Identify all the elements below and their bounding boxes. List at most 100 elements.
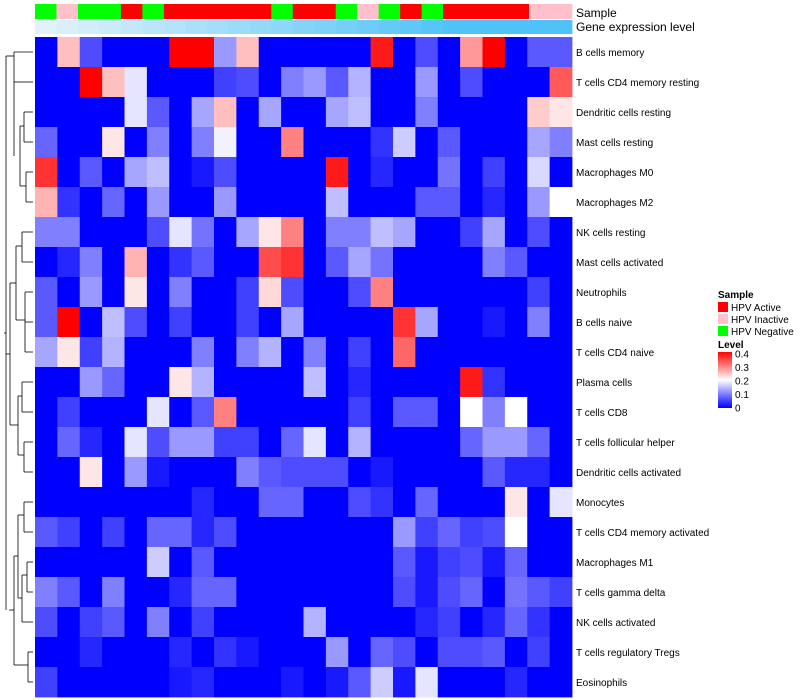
heatmap-cell xyxy=(124,127,148,158)
heatmap-cell xyxy=(303,37,327,68)
heatmap-cell xyxy=(191,427,215,458)
heatmap-cell xyxy=(214,97,237,128)
row-label: T cells CD8 xyxy=(576,408,628,419)
heatmap-cell xyxy=(191,307,215,338)
heatmap-cell xyxy=(549,247,573,278)
heatmap-cell xyxy=(236,427,260,458)
heatmap-cell xyxy=(527,307,551,338)
heatmap-cell xyxy=(393,187,416,218)
heatmap-cell xyxy=(102,547,125,578)
heatmap-cell xyxy=(527,517,551,548)
heatmap-cell xyxy=(35,337,58,368)
heatmap-cell xyxy=(504,637,528,668)
heatmap-cell xyxy=(415,307,439,338)
heatmap-cell xyxy=(437,277,461,308)
heatmap-cell xyxy=(236,157,260,188)
heatmap-cell xyxy=(370,187,394,218)
heatmap-cell xyxy=(415,247,439,278)
heatmap-cell xyxy=(482,487,506,518)
heatmap-cell xyxy=(549,427,573,458)
expression-level-cell xyxy=(507,20,530,34)
sample-group-cell xyxy=(120,4,143,19)
heatmap-cell xyxy=(325,427,349,458)
heatmap-cell xyxy=(236,217,260,248)
heatmap-cell xyxy=(437,517,461,548)
row-dendrogram xyxy=(4,51,33,683)
heatmap-cell xyxy=(258,277,282,308)
heatmap-cell xyxy=(281,487,304,518)
heatmap-cell xyxy=(124,217,148,248)
heatmap-cell xyxy=(303,217,327,248)
heatmap-cell xyxy=(169,547,193,578)
sample-group-cell xyxy=(271,4,294,19)
heatmap-cell xyxy=(527,637,551,668)
heatmap-cell xyxy=(258,637,282,668)
heatmap-cell xyxy=(504,127,528,158)
heatmap-cell xyxy=(482,217,506,248)
heatmap-cell xyxy=(214,367,237,398)
heatmap-cell xyxy=(102,247,125,278)
level-tick-label: 0.2 xyxy=(735,377,749,388)
heatmap-cell xyxy=(79,607,103,638)
heatmap-cell xyxy=(527,277,551,308)
heatmap-cell xyxy=(370,427,394,458)
heatmap-cell xyxy=(146,187,170,218)
heatmap-cell xyxy=(214,217,237,248)
heatmap-cell xyxy=(460,637,483,668)
heatmap-cell xyxy=(393,247,416,278)
heatmap-cell xyxy=(504,487,528,518)
heatmap-cell xyxy=(348,547,372,578)
sample-legend-swatch xyxy=(718,302,728,312)
heatmap-cell xyxy=(35,457,58,488)
heatmap-cell xyxy=(415,607,439,638)
heatmap-cell xyxy=(57,367,81,398)
heatmap-cell xyxy=(236,97,260,128)
heatmap-cell xyxy=(236,487,260,518)
heatmap-cell xyxy=(35,157,58,188)
heatmap-cell xyxy=(169,487,193,518)
heatmap-cell xyxy=(214,397,237,428)
heatmap-cell xyxy=(258,37,282,68)
heatmap-cell xyxy=(325,127,349,158)
heatmap-cell xyxy=(527,247,551,278)
heatmap-cell xyxy=(303,337,327,368)
heatmap-cell xyxy=(348,487,372,518)
heatmap-cell xyxy=(169,217,193,248)
heatmap-cell xyxy=(415,217,439,248)
heatmap-cell xyxy=(325,487,349,518)
heatmap-cell xyxy=(482,397,506,428)
heatmap-cell xyxy=(370,547,394,578)
heatmap-cell xyxy=(348,97,372,128)
heatmap-cell xyxy=(79,367,103,398)
heatmap-cell xyxy=(281,367,304,398)
expression-level-cell xyxy=(421,20,444,34)
heatmap-cell xyxy=(437,157,461,188)
heatmap-cell xyxy=(35,217,58,248)
row-label: B cells naive xyxy=(576,318,633,329)
heatmap-cell xyxy=(460,397,483,428)
heatmap-cell xyxy=(169,427,193,458)
heatmap-cell xyxy=(370,157,394,188)
level-tick-label: 0 xyxy=(735,404,741,415)
heatmap-cell xyxy=(258,487,282,518)
heatmap-cell xyxy=(258,127,282,158)
heatmap-cell xyxy=(146,97,170,128)
heatmap-cell xyxy=(281,157,304,188)
heatmap-cell xyxy=(415,367,439,398)
heatmap-cell xyxy=(348,517,372,548)
heatmap-cell xyxy=(191,337,215,368)
heatmap-cell xyxy=(236,547,260,578)
heatmap-cell xyxy=(370,457,394,488)
heatmap-cell xyxy=(57,577,81,608)
heatmap-cell xyxy=(482,337,506,368)
heatmap-cell xyxy=(549,517,573,548)
heatmap-cell xyxy=(393,667,416,698)
row-label: Monocytes xyxy=(576,498,624,509)
heatmap-cell xyxy=(325,337,349,368)
heatmap-cell xyxy=(102,427,125,458)
row-label: Mast cells activated xyxy=(576,258,663,269)
heatmap-cell xyxy=(482,37,506,68)
heatmap-cell xyxy=(549,367,573,398)
heatmap-cell xyxy=(236,127,260,158)
heatmap-cell xyxy=(102,397,125,428)
